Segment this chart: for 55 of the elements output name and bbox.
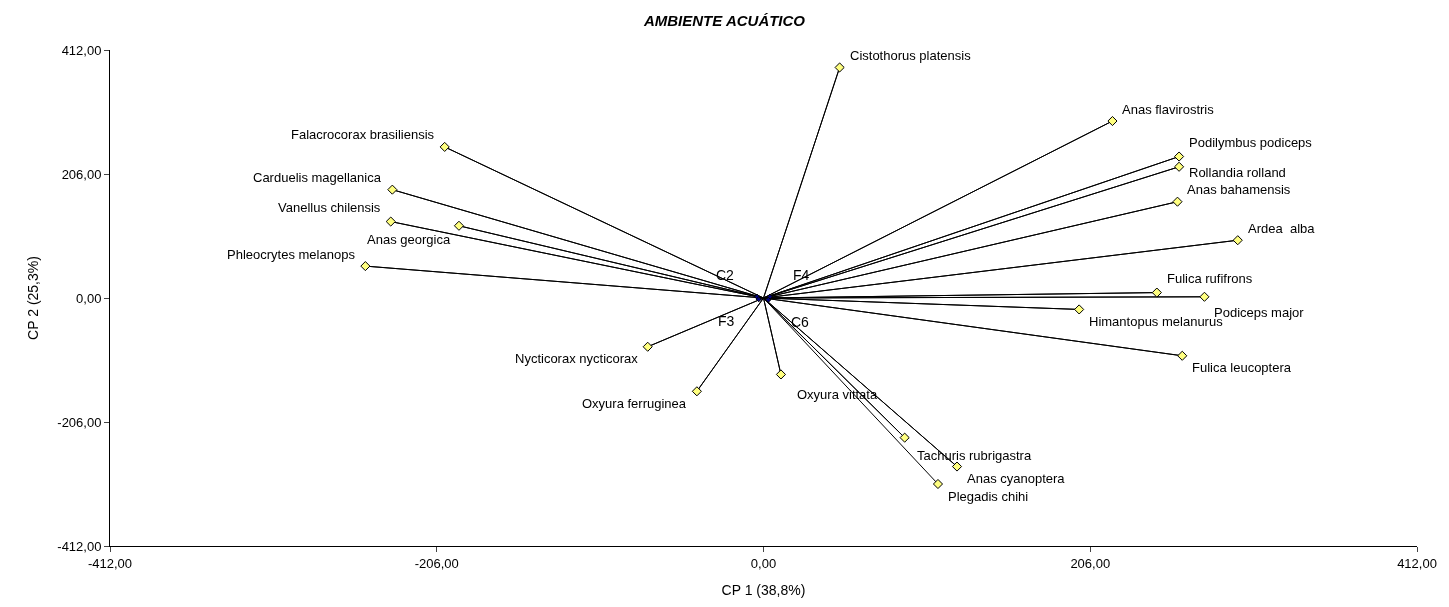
x-tick-label: -412,00 <box>87 555 133 571</box>
point <box>1107 115 1118 127</box>
y-tick-label: -412,00 <box>57 538 102 554</box>
y-axis-title: CP 2 (25,3%) <box>24 256 41 340</box>
point <box>1174 151 1185 162</box>
point <box>1151 287 1162 298</box>
point <box>360 261 371 272</box>
point <box>453 220 465 231</box>
annotation: Plegadis chihi <box>948 489 1029 504</box>
annotation: Oxyura ferruginea <box>582 396 687 411</box>
point <box>932 478 944 490</box>
annotation: F4 <box>793 267 810 283</box>
annotation: F3 <box>718 313 735 329</box>
point <box>1232 235 1243 246</box>
point <box>951 461 963 472</box>
annotation: Nycticorax nycticorax <box>515 351 639 366</box>
annotation: Vanellus chilensis <box>278 200 381 215</box>
x-tick-label: 206,00 <box>1070 555 1111 571</box>
annotation: Fulica leucoptera <box>1192 360 1292 375</box>
x-axis-title: CP 1 (38,8%) <box>721 581 806 598</box>
point <box>691 386 702 397</box>
annotation: Anas flavirostris <box>1122 102 1215 117</box>
y-tick-label: 206,00 <box>61 166 102 182</box>
point <box>1199 291 1210 302</box>
annotation: Fulica rufifrons <box>1167 271 1253 286</box>
annotation: Anas georgica <box>367 232 451 247</box>
annotation: C2 <box>716 267 735 283</box>
y-tick-label: -206,00 <box>57 414 102 430</box>
annotation: C6 <box>791 314 810 330</box>
point <box>1177 350 1188 361</box>
x-tick-label: 412,00 <box>1397 555 1437 571</box>
y-tick-label: 412,00 <box>61 42 102 58</box>
annotation: Podilymbus podiceps <box>1189 135 1313 150</box>
point <box>834 62 845 73</box>
point <box>1074 304 1085 315</box>
point <box>1174 161 1185 172</box>
point <box>385 216 396 227</box>
annotation: Cistothorus platensis <box>850 48 972 63</box>
point <box>387 184 398 195</box>
x-tick-label: 0,00 <box>750 555 777 571</box>
annotation: Phleocrytes melanops <box>227 247 356 262</box>
annotation: Rollandia rolland <box>1189 165 1286 180</box>
annotation: Carduelis magellanica <box>253 170 382 185</box>
point <box>1172 196 1183 207</box>
point <box>439 141 450 152</box>
y-tick-label: 0,00 <box>76 290 102 306</box>
point <box>899 432 910 443</box>
point <box>775 369 786 380</box>
x-tick-label: -206,00 <box>414 555 459 571</box>
annotation: Falacrocorax brasiliensis <box>291 127 435 142</box>
point <box>642 341 653 352</box>
annotation: Anas bahamensis <box>1187 182 1291 197</box>
annotation: Anas cyanoptera <box>967 471 1066 486</box>
chart-title: AMBIENTE ACUÁTICO <box>642 11 806 29</box>
annotation: Ardea alba <box>1248 221 1316 236</box>
